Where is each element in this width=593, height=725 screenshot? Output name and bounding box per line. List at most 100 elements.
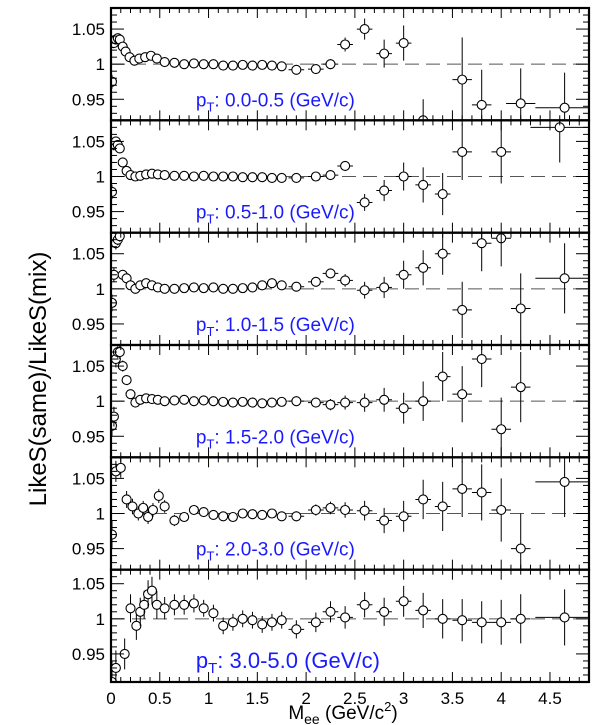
data-point bbox=[257, 59, 268, 70]
data-point bbox=[138, 502, 149, 513]
panel-2: pT: 0.5-1.0 (GeV/c) 1.05 1 0.95 bbox=[72, 119, 591, 234]
x-tick-label: 0 bbox=[106, 689, 115, 708]
data-point bbox=[340, 612, 351, 623]
data-point bbox=[276, 61, 287, 72]
data-point bbox=[179, 59, 190, 70]
pt-subscript: T bbox=[206, 549, 214, 564]
data-point bbox=[359, 505, 370, 516]
data-point bbox=[247, 172, 258, 183]
data-point bbox=[476, 487, 487, 498]
data-point bbox=[325, 170, 336, 181]
panel-5: pT: 2.0-3.0 (GeV/c) 1.05 1 0.95 bbox=[72, 456, 591, 571]
data-point bbox=[208, 509, 219, 520]
data-point bbox=[379, 282, 390, 293]
data-point bbox=[457, 146, 468, 157]
pt-symbol: p bbox=[196, 540, 207, 561]
data-point bbox=[266, 397, 278, 408]
x-axis-title-main: M bbox=[288, 703, 304, 724]
data-point bbox=[266, 278, 278, 289]
data-point bbox=[179, 283, 190, 294]
data-point bbox=[257, 619, 268, 630]
y-tick-label: 1 bbox=[96, 55, 105, 74]
data-point bbox=[198, 603, 209, 614]
data-point bbox=[310, 504, 321, 516]
data-point bbox=[179, 599, 190, 610]
y-tick-label: 1 bbox=[96, 168, 105, 187]
x-tick-label: 2.5 bbox=[343, 689, 367, 708]
panel-3: pT: 1.0-1.5 (GeV/c) 1.05 1 0.95 bbox=[72, 231, 591, 347]
data-point bbox=[115, 462, 126, 473]
data-point bbox=[198, 283, 209, 294]
pt-subscript: T bbox=[206, 99, 214, 114]
data-point bbox=[227, 171, 238, 182]
data-point bbox=[169, 170, 180, 181]
data-point bbox=[476, 238, 487, 249]
y-tick-label: 0.95 bbox=[72, 540, 105, 559]
y-tick-label: 1.05 bbox=[72, 20, 105, 39]
data-point bbox=[198, 170, 209, 181]
data-point bbox=[169, 515, 180, 526]
pt-symbol: p bbox=[196, 315, 207, 336]
data-point bbox=[437, 248, 448, 259]
data-point bbox=[437, 371, 448, 382]
pt-subscript: T bbox=[206, 324, 214, 339]
data-point bbox=[418, 605, 429, 616]
data-point bbox=[266, 172, 278, 183]
data-point bbox=[237, 283, 248, 294]
pt-range: : 3.0-5.0 (GeV/c) bbox=[217, 648, 380, 673]
data-point bbox=[139, 599, 150, 610]
data-point bbox=[398, 403, 409, 414]
data-point bbox=[125, 603, 136, 614]
data-point bbox=[515, 543, 526, 554]
y-tick-label: 0.95 bbox=[72, 203, 105, 222]
x-tick-label: 4.5 bbox=[538, 689, 562, 708]
data-point bbox=[515, 382, 526, 393]
x-tick-label: 0.5 bbox=[148, 689, 172, 708]
y-tick-label: 1 bbox=[96, 280, 105, 299]
pt-range: : 0.0-0.5 (GeV/c) bbox=[214, 90, 354, 111]
data-point bbox=[188, 282, 199, 293]
data-point bbox=[218, 283, 229, 294]
data-point bbox=[159, 501, 170, 512]
y-tick-label: 1.05 bbox=[72, 357, 105, 376]
data-points bbox=[111, 576, 589, 683]
data-point bbox=[291, 624, 302, 635]
data-point bbox=[398, 171, 409, 182]
panel-1: pT: 0.0-0.5 (GeV/c) 1.05 1 0.95 bbox=[72, 6, 591, 122]
data-point bbox=[121, 375, 132, 386]
y-tick-label: 1.05 bbox=[72, 132, 105, 151]
data-point bbox=[276, 280, 287, 291]
data-point bbox=[437, 613, 448, 624]
data-point bbox=[237, 172, 248, 183]
data-point bbox=[559, 273, 570, 284]
data-point bbox=[159, 170, 170, 181]
data-point bbox=[188, 58, 199, 69]
pt-bin-label: pT: 0.0-0.5 (GeV/c) bbox=[196, 90, 355, 114]
data-point bbox=[237, 59, 248, 70]
data-point bbox=[496, 146, 507, 157]
pt-subscript: T bbox=[208, 660, 217, 677]
y-axis-title: LikeS(same)/LikeS(mix) bbox=[25, 252, 52, 507]
data-point bbox=[127, 501, 138, 512]
data-point bbox=[114, 232, 125, 242]
data-point bbox=[457, 389, 468, 400]
data-point bbox=[159, 396, 170, 407]
data-point bbox=[379, 185, 390, 196]
data-point bbox=[188, 598, 199, 609]
data-point bbox=[398, 511, 409, 522]
data-point bbox=[515, 98, 526, 109]
data-point bbox=[457, 615, 468, 626]
data-point bbox=[266, 617, 278, 628]
data-point bbox=[418, 179, 429, 190]
data-point bbox=[291, 64, 302, 75]
data-point bbox=[310, 397, 321, 408]
data-point bbox=[153, 490, 164, 501]
y-tick-label: 0.95 bbox=[72, 427, 105, 446]
data-point bbox=[476, 99, 487, 110]
data-point bbox=[340, 397, 351, 408]
data-point bbox=[237, 508, 248, 519]
panel-6: pT: 3.0-5.0 (GeV/c) 1.05 1 0.95 bbox=[72, 568, 591, 684]
data-point bbox=[179, 170, 190, 181]
